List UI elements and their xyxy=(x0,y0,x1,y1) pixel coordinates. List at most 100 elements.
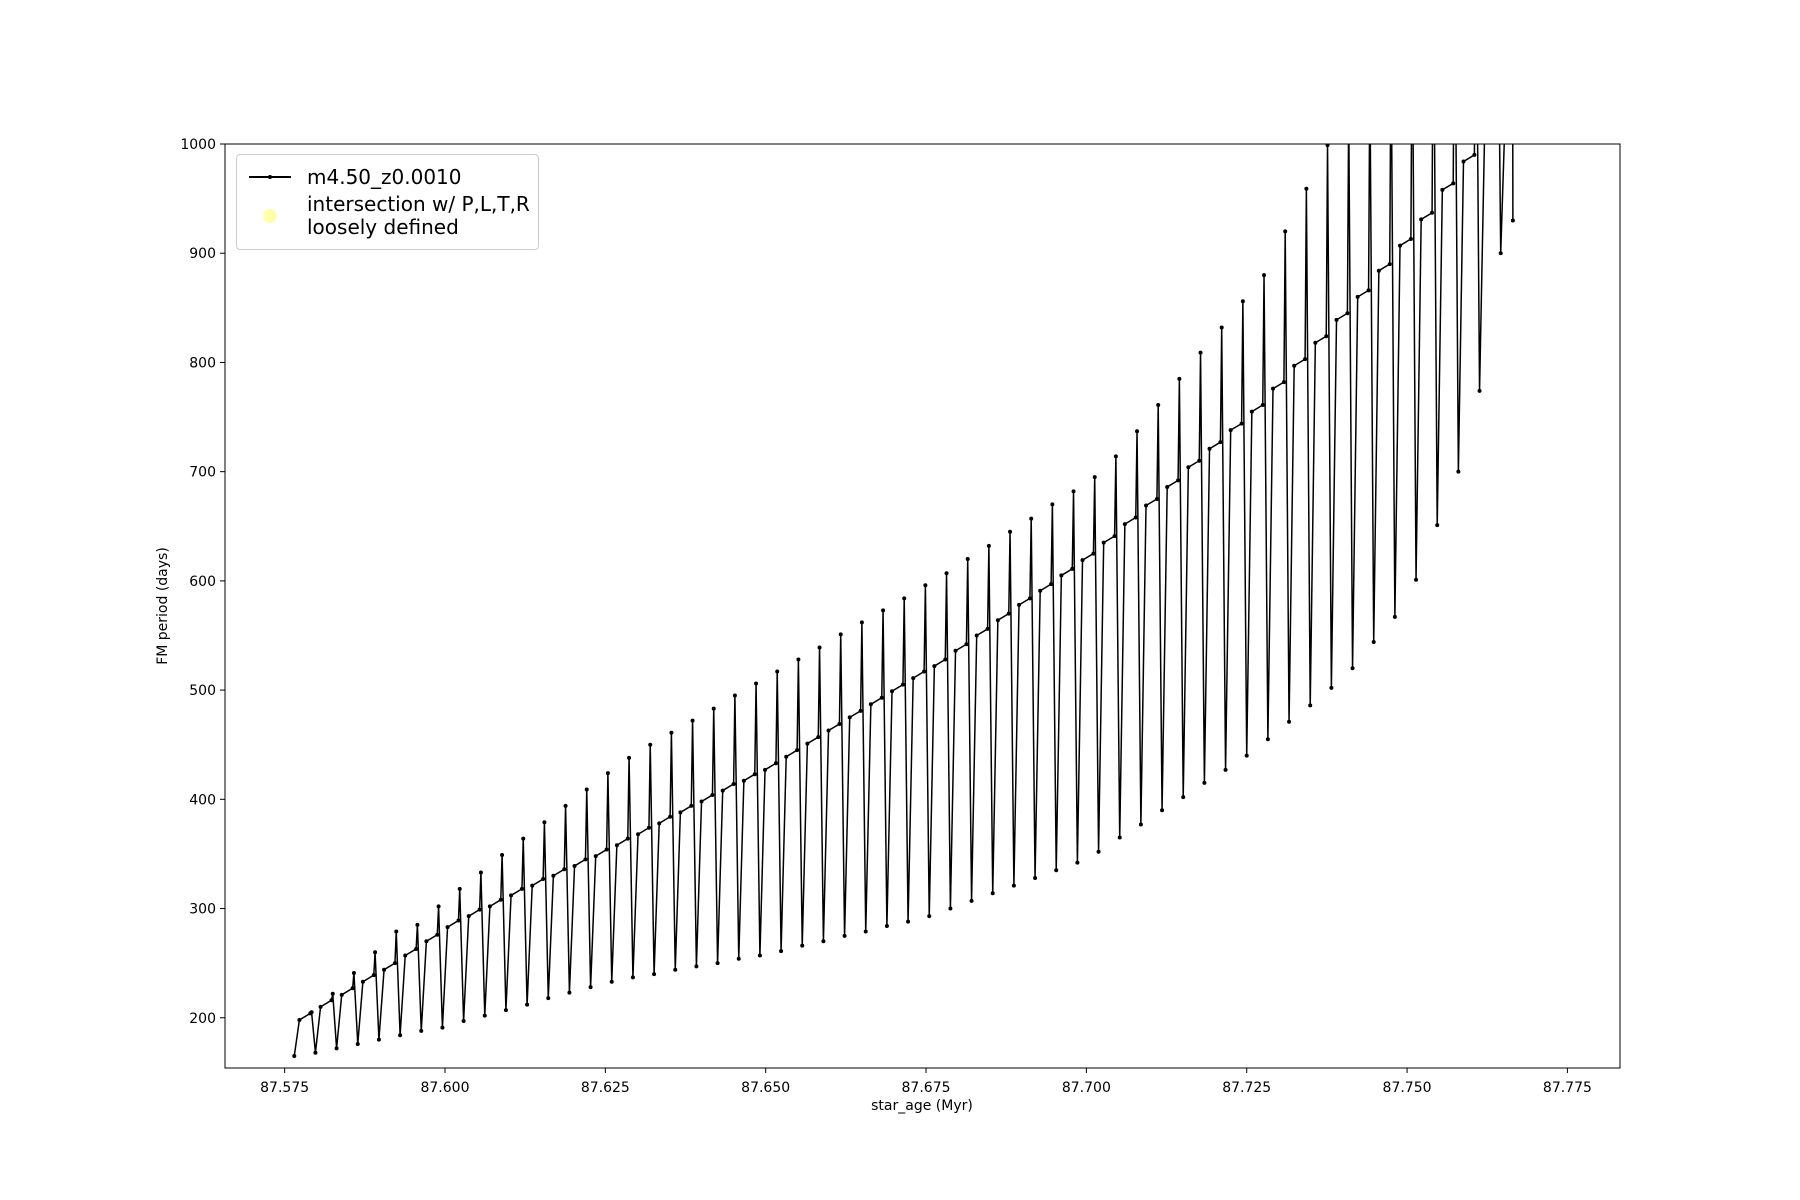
data-point xyxy=(1410,0,1414,3)
data-point xyxy=(795,748,800,753)
x-tick-label: 87.575 xyxy=(260,1080,309,1096)
data-point xyxy=(415,922,420,927)
y-tick-label: 1000 xyxy=(180,137,216,153)
data-point xyxy=(478,870,483,875)
data-point xyxy=(906,919,911,924)
data-point xyxy=(1223,767,1228,772)
data-point xyxy=(355,1041,360,1046)
data-point xyxy=(392,961,397,966)
data-point xyxy=(923,583,928,588)
data-point xyxy=(1368,71,1372,75)
y-tick-label: 400 xyxy=(189,792,216,808)
data-point xyxy=(1271,386,1276,391)
data-point xyxy=(969,898,974,903)
data-point xyxy=(731,782,736,787)
data-point xyxy=(456,918,461,923)
x-tick-label: 87.600 xyxy=(420,1080,469,1096)
legend: m4.50_z0.0010 intersection w/ P,L,T,R loo… xyxy=(236,154,539,250)
data-point xyxy=(995,618,1000,623)
data-point xyxy=(1303,357,1308,362)
data-point xyxy=(657,821,662,826)
data-point xyxy=(953,648,958,653)
data-point xyxy=(1345,311,1350,316)
data-point xyxy=(944,571,949,576)
data-point xyxy=(1186,465,1191,470)
data-point xyxy=(567,990,572,995)
data-point xyxy=(1135,429,1140,434)
data-point xyxy=(351,970,356,975)
x-tick-label: 87.700 xyxy=(1062,1080,1111,1096)
legend-marker xyxy=(268,175,272,179)
data-point xyxy=(911,676,916,681)
data-point xyxy=(1334,317,1339,322)
data-point xyxy=(1006,611,1011,616)
x-tick-label: 87.625 xyxy=(581,1080,630,1096)
data-point xyxy=(720,788,725,793)
data-point xyxy=(694,964,699,969)
data-point xyxy=(1144,503,1149,508)
data-point xyxy=(710,792,715,797)
data-point xyxy=(1262,273,1267,278)
data-point xyxy=(690,718,695,723)
data-point xyxy=(678,810,683,815)
data-point xyxy=(546,996,551,1001)
data-point xyxy=(584,787,589,792)
data-point xyxy=(457,886,462,891)
data-point xyxy=(805,741,810,746)
data-point xyxy=(890,689,895,694)
data-point xyxy=(1435,523,1440,528)
data-point xyxy=(309,1010,314,1015)
data-point xyxy=(604,847,609,852)
x-axis-label: star_age (Myr) xyxy=(871,1098,973,1114)
x-tick-label: 87.750 xyxy=(1383,1080,1432,1096)
legend-entry: intersection w/ P,L,T,R loosely defined xyxy=(245,193,530,239)
data-point xyxy=(1177,376,1182,381)
data-point xyxy=(1138,822,1143,827)
x-tick-label: 87.775 xyxy=(1543,1080,1592,1096)
data-point xyxy=(313,1050,318,1055)
data-point xyxy=(339,992,344,997)
data-point xyxy=(440,1025,445,1030)
data-point xyxy=(542,820,547,825)
data-point xyxy=(859,620,864,625)
x-tick-label: 87.675 xyxy=(902,1080,951,1096)
data-point xyxy=(1029,516,1034,521)
data-point xyxy=(1054,868,1059,873)
data-point xyxy=(1092,475,1097,480)
data-point xyxy=(614,843,619,848)
data-point xyxy=(1244,753,1249,758)
data-point xyxy=(530,883,535,888)
data-point xyxy=(1156,403,1161,408)
data-point xyxy=(646,825,651,830)
data-point xyxy=(1033,875,1038,880)
data-point xyxy=(1265,737,1270,742)
data-point xyxy=(1308,703,1313,708)
data-point xyxy=(382,967,387,972)
data-point xyxy=(1096,849,1101,854)
data-point xyxy=(948,906,953,911)
data-point xyxy=(986,543,991,548)
data-point xyxy=(943,657,948,662)
data-point xyxy=(1392,614,1397,619)
data-point xyxy=(669,730,674,735)
data-point xyxy=(775,669,780,674)
data-point xyxy=(1122,522,1127,527)
data-point xyxy=(1113,454,1118,459)
data-point xyxy=(1165,484,1170,489)
data-point xyxy=(350,986,355,991)
data-point xyxy=(1387,262,1392,267)
legend-entry: m4.50_z0.0010 xyxy=(245,163,530,191)
data-point xyxy=(625,836,630,841)
data-point xyxy=(482,1013,487,1018)
data-point xyxy=(1228,428,1233,433)
data-point xyxy=(1101,540,1106,545)
data-point xyxy=(605,771,610,776)
data-point xyxy=(318,1004,323,1009)
data-point xyxy=(1117,835,1122,840)
data-point xyxy=(500,853,505,858)
data-point xyxy=(796,657,801,662)
x-tick-label: 87.650 xyxy=(741,1080,790,1096)
data-point xyxy=(752,772,757,777)
data-point xyxy=(838,632,843,637)
data-point xyxy=(773,761,778,766)
